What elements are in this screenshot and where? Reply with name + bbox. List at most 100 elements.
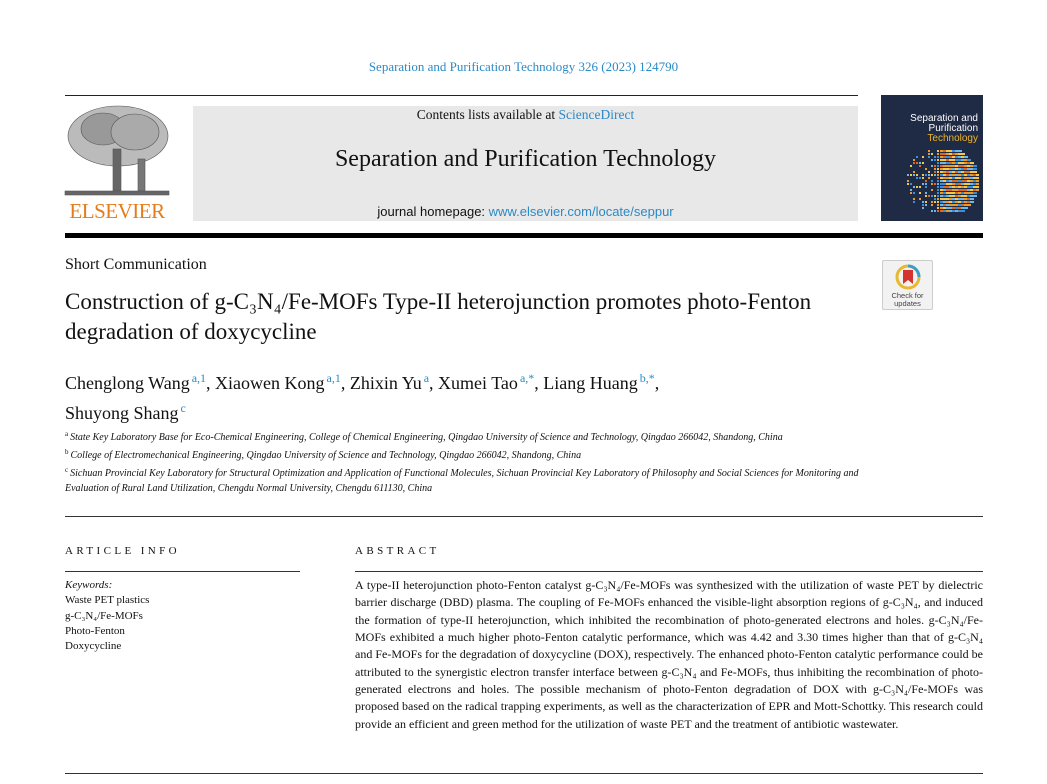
cover-dot (946, 186, 950, 188)
cover-dot (916, 156, 918, 158)
author-name[interactable]: Xumei Tao (438, 373, 518, 393)
cover-dot (958, 201, 962, 203)
cover-dot (967, 189, 971, 191)
keyword: Waste PET plastics (65, 594, 150, 607)
cover-dot (919, 198, 921, 200)
author-affiliation-marker[interactable]: c (180, 401, 186, 415)
cover-dot (958, 153, 962, 155)
check-label: updates (894, 299, 921, 308)
cover-dot (952, 150, 956, 152)
cover-dot (955, 207, 959, 209)
cover-dot (955, 204, 959, 206)
cover-dot (955, 201, 959, 203)
author-affiliation-marker[interactable]: a,1 (191, 371, 207, 385)
cover-dot (967, 201, 971, 203)
journal-cover[interactable]: Separation and Purification Technology (881, 95, 983, 221)
cover-dot (955, 210, 959, 212)
cover-dot (940, 156, 944, 158)
cover-dot (943, 198, 947, 200)
cover-dot (946, 183, 950, 185)
cover-dot (931, 204, 933, 206)
cover-dot (973, 180, 977, 182)
affiliation-key: a (65, 430, 69, 438)
cover-dot (970, 201, 974, 203)
author-affiliation-marker[interactable]: b,* (639, 371, 655, 385)
author-name[interactable]: Xiaowen Kong (215, 373, 325, 393)
affiliations: a State Key Laboratory Base for Eco-Chemi… (65, 427, 865, 496)
cover-dot (946, 150, 950, 152)
cover-dot (925, 180, 927, 182)
journal-header: Contents lists available at ScienceDirec… (193, 106, 858, 221)
cover-dot (946, 162, 950, 164)
sciencedirect-link[interactable]: ScienceDirect (558, 107, 635, 122)
cover-dot (961, 159, 965, 161)
cover-dot (931, 201, 933, 203)
cover-dot (922, 207, 924, 209)
cover-dot (943, 192, 947, 194)
cover-dot (949, 159, 953, 161)
cover-title: Purification (928, 123, 978, 134)
cover-dot (964, 171, 968, 173)
cover-dot (970, 168, 974, 170)
cover-dot (949, 183, 953, 185)
header-bar (65, 233, 983, 238)
affiliation: a State Key Laboratory Base for Eco-Chemi… (65, 427, 865, 445)
cover-dot (970, 162, 974, 164)
affiliation-text: State Key Laboratory Base for Eco-Chemic… (70, 432, 783, 443)
keywords: Keywords: Waste PET plastics g-C₃N₄/Fe-M… (65, 578, 149, 654)
cover-dot (967, 171, 971, 173)
cover-dot (949, 198, 953, 200)
cover-dot (946, 207, 950, 209)
cover-dot (937, 174, 939, 176)
cover-dot (940, 210, 944, 212)
cover-dot (922, 156, 924, 158)
cover-dot (955, 165, 959, 167)
abstract-heading: ABSTRACT (355, 545, 440, 557)
cover-dot (973, 168, 977, 170)
cover-dot (958, 183, 962, 185)
cover-dot (937, 153, 939, 155)
cover-dot (964, 159, 968, 161)
cover-dot (973, 177, 977, 179)
homepage-link[interactable]: www.elsevier.com/locate/seppur (488, 204, 674, 219)
cover-dot (943, 150, 947, 152)
affiliation: b College of Electromechanical Engineerin… (65, 445, 865, 463)
cover-dot (940, 186, 944, 188)
cover-dot (943, 156, 947, 158)
cover-dot (940, 180, 944, 182)
cover-dot (952, 162, 956, 164)
cover-dot (970, 198, 974, 200)
author-affiliation-marker[interactable]: a,* (519, 371, 535, 385)
cover-dot (973, 186, 977, 188)
author-affiliation-marker[interactable]: a,1 (326, 371, 341, 385)
cover-dot (946, 204, 950, 206)
author-name[interactable]: Chenglong Wang (65, 373, 190, 393)
cover-dot (910, 174, 912, 176)
cover-dot (949, 171, 953, 173)
cover-dot (955, 171, 959, 173)
check-label: Check for (891, 291, 924, 300)
author-name[interactable]: Liang Huang (543, 373, 638, 393)
cover-dot (937, 210, 939, 212)
cover-art (907, 150, 979, 212)
author-name[interactable]: Zhixin Yu (349, 373, 422, 393)
bookmark-icon (895, 264, 920, 290)
cover-dot (910, 192, 912, 194)
cover-dot (946, 189, 950, 191)
cover-dot (967, 183, 971, 185)
cover-dot (943, 171, 947, 173)
cover-dot (922, 183, 924, 185)
journal-reference[interactable]: Separation and Purification Technology 3… (368, 59, 679, 74)
cover-dot (931, 183, 933, 185)
cover-dot (943, 180, 947, 182)
cover-dot (928, 177, 930, 179)
cover-dot (955, 174, 959, 176)
cover-dot (961, 165, 965, 167)
author-name[interactable]: Shuyong Shang (65, 403, 179, 423)
cover-dot (961, 162, 965, 164)
author-affiliation-marker[interactable]: a (423, 371, 430, 385)
cover-dot (907, 174, 909, 176)
cover-dot (958, 195, 962, 197)
cover-dot (934, 195, 936, 197)
check-for-updates-button[interactable]: Check for updates (882, 260, 933, 310)
